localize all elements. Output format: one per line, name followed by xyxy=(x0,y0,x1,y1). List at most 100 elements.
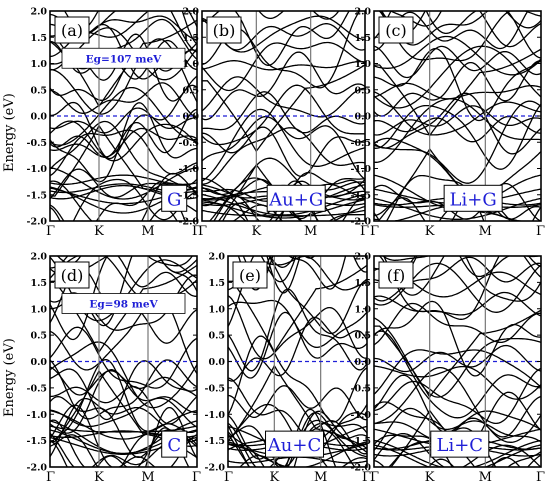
band-21 xyxy=(425,11,478,35)
y-tick-label: 1.0 xyxy=(354,304,371,315)
band-19 xyxy=(202,11,350,66)
x-tick-label: M xyxy=(141,224,154,239)
x-tick-label: M xyxy=(304,224,317,239)
y-tick-label: 0.5 xyxy=(208,331,225,342)
svg-text:(f): (f) xyxy=(387,266,405,285)
y-tick-label: 1.5 xyxy=(354,278,371,289)
band-32 xyxy=(374,197,541,220)
y-tick-label: -0.5 xyxy=(179,138,199,149)
band-0 xyxy=(374,309,541,399)
y-tick-label: 1.0 xyxy=(30,304,47,315)
svg-text:Au+G: Au+G xyxy=(268,189,323,210)
y-tick-label: -2.0 xyxy=(27,217,48,228)
y-tick-label: -0.5 xyxy=(205,383,225,394)
band-26 xyxy=(50,206,178,221)
band-13 xyxy=(374,291,541,317)
panel-label: (a) xyxy=(54,16,90,44)
band-13 xyxy=(374,45,541,79)
band-18 xyxy=(50,86,197,146)
band-0 xyxy=(202,64,365,153)
y-tick-label: 1.5 xyxy=(30,278,47,289)
svg-text:(d): (d) xyxy=(61,266,84,285)
y-tick-label: 0.5 xyxy=(30,85,47,96)
x-tick-label: K xyxy=(269,470,279,485)
x-tick-label: K xyxy=(94,224,104,239)
y-tick-label: 1.5 xyxy=(354,33,371,44)
band-14 xyxy=(374,45,541,109)
svg-text:(c): (c) xyxy=(385,21,406,40)
band-17 xyxy=(50,120,197,187)
band-20 xyxy=(374,365,541,400)
x-tick-label: Γ xyxy=(192,470,201,485)
band-25 xyxy=(50,326,197,389)
band-13 xyxy=(50,360,197,421)
x-tick-label: Γ xyxy=(224,470,233,485)
panel-label: (b) xyxy=(206,16,242,44)
band-32 xyxy=(374,439,541,467)
y-tick-label: -2.0 xyxy=(205,463,226,474)
y-tick-label: 1.5 xyxy=(208,278,225,289)
x-tick-label: Γ xyxy=(536,470,545,485)
band-19 xyxy=(374,82,541,100)
y-tick-label: 2.0 xyxy=(208,252,225,263)
band-10 xyxy=(202,51,365,121)
band-18 xyxy=(374,115,541,143)
band-8 xyxy=(374,11,541,48)
band-3 xyxy=(50,256,197,341)
band-6 xyxy=(72,178,197,221)
x-tick-label: K xyxy=(94,470,104,485)
y-tick-label: 0.5 xyxy=(354,85,371,96)
band-15 xyxy=(374,105,541,136)
y-tick-label: -0.5 xyxy=(27,138,47,149)
panel-e: 2.01.51.00.50.0-0.5-1.0-1.5-2.0Γ K M Γ(e)Au… xyxy=(205,252,371,486)
band-5 xyxy=(389,11,443,27)
band-21 xyxy=(202,15,365,53)
band-10 xyxy=(374,98,541,163)
band-18 xyxy=(258,11,340,20)
band-28 xyxy=(50,174,197,186)
y-tick-label: -2.0 xyxy=(179,217,200,228)
band-22 xyxy=(50,385,197,425)
panel-label: (d) xyxy=(54,261,90,289)
band-lines xyxy=(228,256,367,467)
y-tick-label: -1.5 xyxy=(27,190,47,201)
band-22 xyxy=(202,126,365,177)
y-tick-label: 2.0 xyxy=(354,7,371,18)
x-tick-label: M xyxy=(479,224,492,239)
svg-text:C: C xyxy=(167,435,181,456)
system-label: Li+G xyxy=(443,184,503,212)
band-24 xyxy=(202,76,365,118)
y-tick-label: -1.5 xyxy=(351,436,371,447)
panel-b: 2.01.51.00.50.0-0.5-1.0-1.5-2.0Γ K M Γ(b)Au… xyxy=(179,7,369,240)
x-tick-label: K xyxy=(251,224,261,239)
y-axis-label-bottom: Energy (eV) xyxy=(2,338,17,417)
band-8 xyxy=(202,116,365,180)
y-tick-label: -0.5 xyxy=(351,383,371,394)
band-9 xyxy=(382,256,430,261)
y-tick-label: 0.0 xyxy=(30,357,47,368)
band-12 xyxy=(202,108,365,182)
y-tick-label: 0.5 xyxy=(30,331,47,342)
y-tick-label: 1.0 xyxy=(30,59,47,70)
band-8 xyxy=(374,317,541,398)
y-tick-label: 0.0 xyxy=(354,357,371,368)
band-18 xyxy=(228,335,367,423)
x-tick-label: Γ xyxy=(46,470,55,485)
y-tick-label: 2.0 xyxy=(30,7,47,18)
y-tick-label: 0.0 xyxy=(354,112,371,123)
band-22 xyxy=(374,100,541,184)
x-tick-label: M xyxy=(479,470,492,485)
band-22 xyxy=(374,366,541,443)
svg-text:(e): (e) xyxy=(239,266,261,285)
band-32 xyxy=(228,441,367,467)
band-14 xyxy=(228,288,367,372)
band-5 xyxy=(228,316,367,382)
x-tick-label: Γ xyxy=(370,470,379,485)
band-33 xyxy=(202,209,365,217)
band-lines xyxy=(374,11,541,221)
x-tick-label: Γ xyxy=(362,470,371,485)
system-label: Li+C xyxy=(430,430,490,458)
band-gap-label: Eg=98 meV xyxy=(61,293,186,314)
y-axis-label-top: Energy (eV) xyxy=(2,93,17,172)
band-21 xyxy=(50,39,197,80)
